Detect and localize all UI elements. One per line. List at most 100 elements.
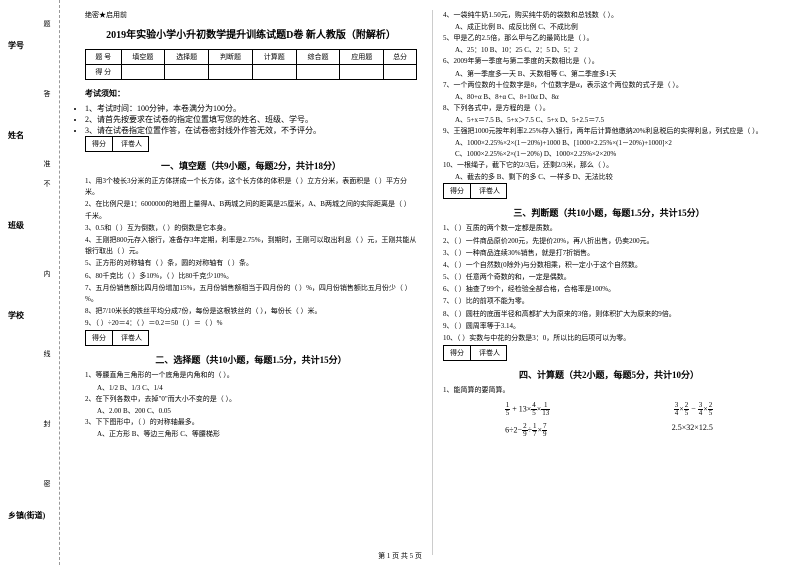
th: 题 号 [86, 50, 122, 65]
left-column: 绝密★启用前 2019年实验小学小升初数学提升训练试题D卷 新人教版（附解析） … [75, 10, 433, 555]
q: 7、五月份销售额比四月份增加15%，五月份销售额相当于四月份的（ ）%，四月份销… [85, 283, 417, 305]
q: 8、（ ）圆柱的底面半径和高都扩大为原来的3倍，则体积扩大为原来的9倍。 [443, 309, 775, 320]
opts: A、第一季度多一天 B、天数相等 C、第二季度多1天 [455, 69, 775, 79]
q: 4、（ ）一个自然数(0除外)与分数相乘，积一定小于这个自然数。 [443, 260, 775, 271]
notice-item: 1、考试时间：100分钟，本卷满分为100分。 [85, 103, 417, 114]
q: 2、在比例尺是1：6000000的地图上量得A、B两城之间的距离是25厘米，A、… [85, 199, 417, 221]
eval-grader: 评卷人 [473, 346, 506, 360]
eval-box: 得分 评卷人 [443, 345, 507, 361]
q: 2、在下列各数中，去掉"0"而大小不变的是（ ）。 [85, 394, 417, 405]
q: 1、（ ）互质的两个数一定都是质数。 [443, 223, 775, 234]
margin-label-name: 姓名 [8, 130, 24, 141]
margin-label-town: 乡镇(街道) [8, 510, 45, 521]
margin-hint: 题 [42, 20, 52, 27]
opts: A、1000×2.25%×2×(1－20%)+1000 B、[1000×2.25… [455, 138, 775, 148]
binding-margin: 学号 姓名 班级 学校 乡镇(街道) 题 答 准 不 内 线 封 密 [0, 0, 60, 565]
margin-hint: 内 [42, 270, 52, 277]
calc-row: 6÷2−29÷17×79 2.5×32×12.5 [443, 423, 775, 438]
calc-expr: 15 + 13×45×113 [505, 402, 551, 417]
th: 选择题 [165, 50, 209, 65]
td [340, 65, 384, 80]
section1-title: 一、填空题（共9小题，每题2分，共计18分） [85, 159, 417, 172]
q: 3、（ ）一种商品连续30%销售，就是打7折销售。 [443, 248, 775, 259]
eval-score: 得分 [86, 137, 113, 151]
eval-score: 得分 [444, 346, 471, 360]
td [209, 65, 253, 80]
eval-box: 得分 评卷人 [443, 183, 507, 199]
calc-expr: 2.5×32×12.5 [672, 423, 713, 438]
secret-label: 绝密★启用前 [85, 10, 417, 20]
q: 1、用3个棱长3分米的正方体拼成一个长方体，这个长方体的体积是（ ）立方分米，表… [85, 176, 417, 198]
td [121, 65, 165, 80]
section3-title: 三、判断题（共10小题，每题1.5分，共计15分） [443, 206, 775, 219]
q: 1、等腰直角三角形的一个底角是内角和的（ ）。 [85, 370, 417, 381]
eval-grader: 评卷人 [115, 331, 148, 345]
q: 9、（ ）圆周率等于3.14。 [443, 321, 775, 332]
opts: C、1000×2.25%×2×(1－20%) D、1000×2.25%×2×20… [455, 149, 775, 159]
exam-title: 2019年实验小学小升初数学提升训练试题D卷 新人教版（附解析） [85, 26, 417, 41]
q: 10、（ ）实数与中花的分数是3：0，所以比的后项可以为零。 [443, 333, 775, 344]
q: 9、王强把1000元按年利率2.25%存入银行，两年后计算他缴纳20%利息税后的… [443, 126, 775, 137]
q: 5、甲是乙的2.5倍，那么甲与乙的最简比是（ ）。 [443, 33, 775, 44]
q: 6、（ ）抽查了99个，经检验全部合格，合格率是100%。 [443, 284, 775, 295]
eval-grader: 评卷人 [473, 184, 506, 198]
notice-list: 1、考试时间：100分钟，本卷满分为100分。 2、请首先按要求在试卷的指定位置… [85, 103, 417, 136]
calc-lead: 1、能简算的要简算。 [443, 385, 775, 396]
notice-heading: 考试须知： [85, 88, 417, 99]
notice-item: 3、请在试卷指定位置作答，在试卷密封线外作答无效，不予评分。 [85, 125, 417, 136]
margin-hint: 答 [42, 90, 52, 97]
td [252, 65, 296, 80]
q: 6、80千克比（ ）多10%，（ ）比80千克少10%。 [85, 271, 417, 282]
calc-row: 15 + 13×45×113 34×25 − 34×25 [443, 402, 775, 417]
right-column: 4、一袋纯牛奶1.50元，购买纯牛奶的袋数和总钱数（ ）。 A、成正比例 B、成… [433, 10, 785, 555]
opts: A、正方形 B、等边三角形 C、等腰梯形 [97, 429, 417, 439]
q: 4、王刚把800元存入银行，准备存3年定期，利率是2.75%，到期时，王刚可以取… [85, 235, 417, 257]
table-row: 题 号 填空题 选择题 判断题 计算题 综合题 应用题 总分 [86, 50, 417, 65]
th: 总分 [384, 50, 417, 65]
table-row: 得 分 [86, 65, 417, 80]
margin-hint: 不 [42, 180, 52, 187]
th: 填空题 [121, 50, 165, 65]
page-content: 绝密★启用前 2019年实验小学小升初数学提升训练试题D卷 新人教版（附解析） … [60, 0, 800, 565]
eval-box: 得分 评卷人 [85, 136, 149, 152]
q: 8、把7/10米长的铁丝平均分成7份，每份是这根铁丝的（ ），每份长（ ）米。 [85, 306, 417, 317]
eval-box: 得分 评卷人 [85, 330, 149, 346]
q: 10、一根绳子，截下它的2/3后，还剩2/3米，那么（ ）。 [443, 160, 775, 171]
opts: A、2.00 B、200 C、0.05 [97, 406, 417, 416]
score-table: 题 号 填空题 选择题 判断题 计算题 综合题 应用题 总分 得 分 [85, 49, 417, 80]
q: 5、正方形的对称轴有（ ）条，圆的对称轴有（ ）条。 [85, 258, 417, 269]
margin-hint: 封 [42, 420, 52, 427]
td [296, 65, 340, 80]
opts: A、80+α B、8+α C、8+10α D、8α [455, 92, 775, 102]
q: 5、（ ）任意两个奇数的和，一定是偶数。 [443, 272, 775, 283]
eval-grader: 评卷人 [115, 137, 148, 151]
calc-expr: 6÷2−29÷17×79 [505, 423, 547, 438]
opts: A、1/2 B、1/3 C、1/4 [97, 383, 417, 393]
notice-item: 2、请首先按要求在试卷的指定位置填写您的姓名、班级、学号。 [85, 114, 417, 125]
q: 8、下列各式中，是方程的是（ ）。 [443, 103, 775, 114]
th: 应用题 [340, 50, 384, 65]
td [165, 65, 209, 80]
margin-label-school: 学校 [8, 310, 24, 321]
margin-hint: 准 [42, 160, 52, 167]
q: 7、（ ）比的前项不能为零。 [443, 296, 775, 307]
eval-score: 得分 [86, 331, 113, 345]
section4-title: 四、计算题（共2小题，每题5分，共计10分） [443, 368, 775, 381]
section2-title: 二、选择题（共10小题，每题1.5分，共计15分） [85, 353, 417, 366]
th: 判断题 [209, 50, 253, 65]
q: 6、2009年第一季度与第二季度的天数相比是（ ）。 [443, 56, 775, 67]
margin-hint: 密 [42, 480, 52, 487]
margin-hint: 线 [42, 350, 52, 357]
margin-label-id: 学号 [8, 40, 24, 51]
margin-label-class: 班级 [8, 220, 24, 231]
td [384, 65, 417, 80]
eval-score: 得分 [444, 184, 471, 198]
opts: A、5+x＝7.5 B、5+x＞7.5 C、5+x D、5+2.5＝7.5 [455, 115, 775, 125]
q: 2、（ ）一件商品原价200元，先提价20%，再八折出售，仍卖200元。 [443, 236, 775, 247]
q: 9、（ ）÷20＝4：（ ）＝0.2＝50（ ）＝（ ）% [85, 318, 417, 329]
calc-expr: 34×25 − 34×25 [674, 402, 714, 417]
q: 3、下下图形中，（ ）的对称轴最多。 [85, 417, 417, 428]
q: 4、一袋纯牛奶1.50元，购买纯牛奶的袋数和总钱数（ ）。 [443, 10, 775, 21]
opts: A、25：10 B、10：25 C、2：5 D、5：2 [455, 45, 775, 55]
opts: A、成正比例 B、成反比例 C、不成比例 [455, 22, 775, 32]
